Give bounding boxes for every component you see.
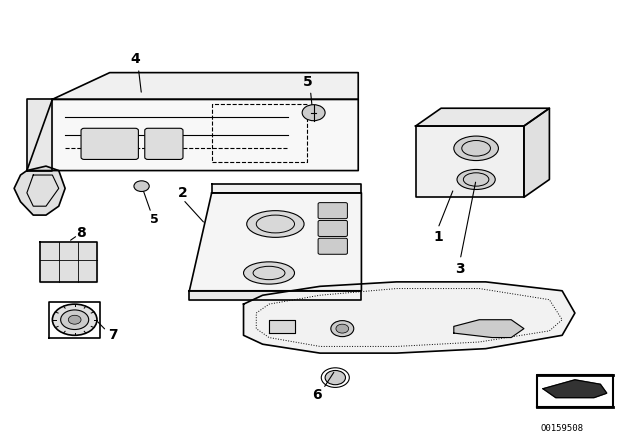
- Text: 5: 5: [150, 213, 159, 226]
- Polygon shape: [415, 126, 524, 197]
- Circle shape: [52, 304, 97, 335]
- Ellipse shape: [246, 211, 304, 237]
- Polygon shape: [189, 193, 362, 291]
- Ellipse shape: [454, 136, 499, 160]
- Polygon shape: [454, 320, 524, 337]
- Text: O0159508: O0159508: [541, 424, 584, 433]
- Text: 2: 2: [178, 186, 188, 200]
- Polygon shape: [524, 108, 549, 197]
- FancyBboxPatch shape: [318, 202, 348, 219]
- Circle shape: [331, 321, 354, 336]
- Text: 4: 4: [131, 52, 140, 66]
- Ellipse shape: [244, 262, 294, 284]
- FancyBboxPatch shape: [145, 128, 183, 159]
- Polygon shape: [52, 73, 358, 99]
- Polygon shape: [415, 108, 549, 126]
- Polygon shape: [27, 99, 358, 171]
- Text: 7: 7: [108, 328, 118, 342]
- Circle shape: [325, 370, 346, 385]
- Polygon shape: [244, 282, 575, 353]
- Circle shape: [61, 310, 89, 330]
- Circle shape: [302, 105, 325, 121]
- Polygon shape: [27, 99, 52, 171]
- Polygon shape: [269, 320, 294, 333]
- FancyBboxPatch shape: [318, 220, 348, 237]
- Text: 1: 1: [433, 230, 443, 244]
- FancyBboxPatch shape: [318, 238, 348, 254]
- Polygon shape: [40, 242, 97, 282]
- Circle shape: [336, 324, 349, 333]
- Polygon shape: [212, 184, 362, 193]
- Polygon shape: [14, 166, 65, 215]
- Text: 6: 6: [312, 388, 322, 402]
- Text: 8: 8: [76, 226, 86, 240]
- Polygon shape: [189, 291, 362, 300]
- Text: 5: 5: [303, 74, 313, 89]
- Circle shape: [134, 181, 149, 191]
- Polygon shape: [543, 380, 607, 398]
- FancyBboxPatch shape: [81, 128, 138, 159]
- Text: 3: 3: [456, 262, 465, 276]
- Circle shape: [68, 315, 81, 324]
- Ellipse shape: [457, 169, 495, 190]
